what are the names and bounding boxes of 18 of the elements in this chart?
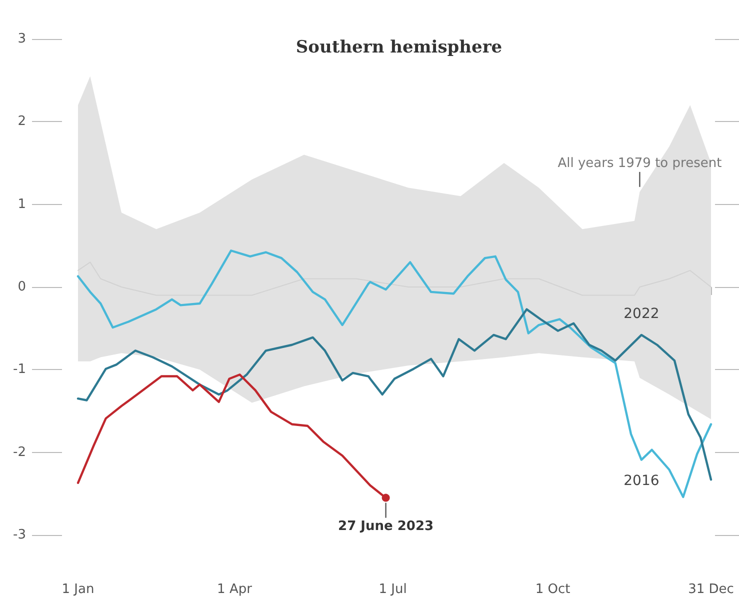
x-tick-label: 1 Jan <box>62 582 94 597</box>
annotation: 27 June 2023 <box>338 518 434 534</box>
annotation: All years 1979 to present <box>558 156 722 171</box>
y-tick-label: 3 <box>18 32 26 46</box>
y-tick-label: 0 <box>18 280 26 294</box>
chart-title: Southern hemisphere <box>296 38 502 58</box>
line-series <box>78 262 712 296</box>
series-label: 2022 <box>624 306 660 322</box>
x-tick-label: 1 Jul <box>378 582 407 597</box>
x-tick-label: 1 Apr <box>217 582 253 597</box>
y-tick-label: 2 <box>18 114 26 130</box>
x-tick-label: 1 Oct <box>535 582 570 597</box>
series-label: 2016 <box>624 472 660 489</box>
x-tick-label: 31 Dec <box>688 582 734 597</box>
y-tick-label: -1 <box>13 362 26 378</box>
y-tick-label: -3 <box>13 528 26 542</box>
y-tick-label: 1 <box>18 196 26 212</box>
y-tick-label: -2 <box>13 444 26 460</box>
